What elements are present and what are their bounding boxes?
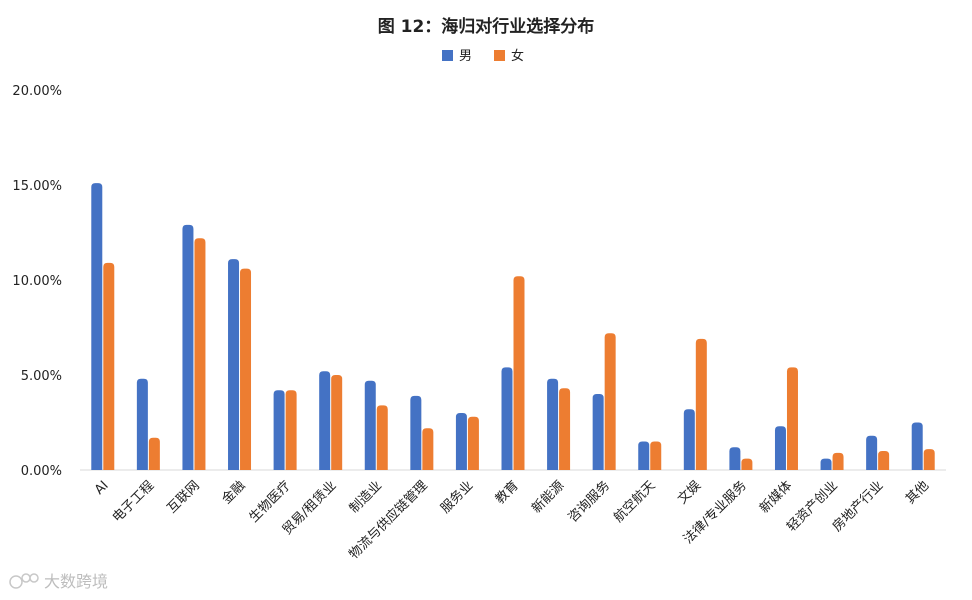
bar-male [228, 259, 240, 470]
bar-male [638, 441, 650, 470]
watermark-logo-icon [9, 575, 23, 589]
bar-male [410, 395, 422, 470]
bar-male [273, 390, 285, 470]
x-tick-label: 其他 [903, 478, 932, 507]
bar-female [422, 428, 434, 470]
legend-swatch-female [494, 50, 505, 61]
x-tick-label: 新能源 [529, 478, 568, 517]
watermark-text: 大数跨境 [44, 572, 108, 591]
bar-male [455, 413, 467, 470]
bar-male [911, 422, 923, 470]
bar-female [194, 238, 206, 470]
legend-label-female: 女 [511, 48, 524, 64]
chart-title: 图 12：海归对行业选择分布 [378, 16, 595, 37]
x-tick-label: 咨询服务 [565, 478, 613, 526]
bar-male [774, 426, 786, 470]
watermark-logo-icon [29, 573, 39, 583]
x-tick-label: 生物医疗 [247, 478, 294, 525]
x-tick-label: 制造业 [347, 478, 385, 516]
bar-female [148, 437, 160, 470]
bar-female [285, 390, 297, 470]
bar-female [376, 405, 388, 470]
x-tick-label: 电子工程 [110, 478, 157, 525]
x-tick-label: 服务业 [437, 478, 476, 517]
bar-male [592, 394, 604, 470]
x-tick-label: 新媒体 [756, 478, 795, 517]
legend-swatch-male [442, 50, 453, 61]
y-tick-label: 15.00% [12, 179, 62, 194]
bar-female [240, 268, 252, 470]
y-tick-label: 20.00% [12, 84, 62, 99]
watermark: 大数跨境 [9, 572, 108, 591]
bar-female [878, 451, 890, 470]
bar-female [103, 262, 115, 470]
bar-female [650, 441, 662, 470]
x-tick-label: 文娱 [675, 478, 704, 507]
bar-female [604, 333, 616, 470]
y-tick-label: 0.00% [21, 464, 62, 479]
bar-male [136, 378, 148, 470]
bar-male [683, 409, 695, 470]
bar-female [331, 375, 343, 470]
bar-male [820, 458, 832, 470]
watermark-logo-icon [21, 573, 31, 583]
bar-female [786, 367, 798, 470]
bar-male [91, 183, 103, 470]
bar-female [513, 276, 525, 470]
x-tick-label: 物流与供应链管理 [346, 478, 431, 563]
bar-female [741, 458, 753, 470]
bars-layer [91, 183, 935, 470]
bar-female [832, 452, 844, 470]
x-tick-label: 互联网 [165, 478, 203, 516]
legend-label-male: 男 [459, 49, 472, 64]
bar-female [559, 388, 571, 470]
x-tick-label: 航空航天 [610, 478, 658, 526]
y-tick-label: 5.00% [21, 369, 62, 384]
y-tick-label: 10.00% [12, 274, 62, 289]
y-axis: 0.00% 5.00% 10.00% 15.00% 20.00% [12, 84, 62, 479]
bar-male [364, 380, 376, 470]
x-tick-label: 金融 [219, 478, 249, 508]
bar-male [182, 224, 194, 470]
x-tick-label: AI [92, 478, 112, 498]
bar-male [547, 378, 559, 470]
bar-male [866, 435, 878, 470]
bar-female [923, 449, 935, 470]
bar-male [319, 371, 331, 470]
bar-male [729, 447, 741, 470]
legend: 男 女 [442, 48, 524, 64]
x-tick-label: 教育 [492, 478, 522, 508]
bar-female [467, 416, 479, 470]
bar-female [695, 338, 707, 470]
bar-male [501, 367, 513, 470]
